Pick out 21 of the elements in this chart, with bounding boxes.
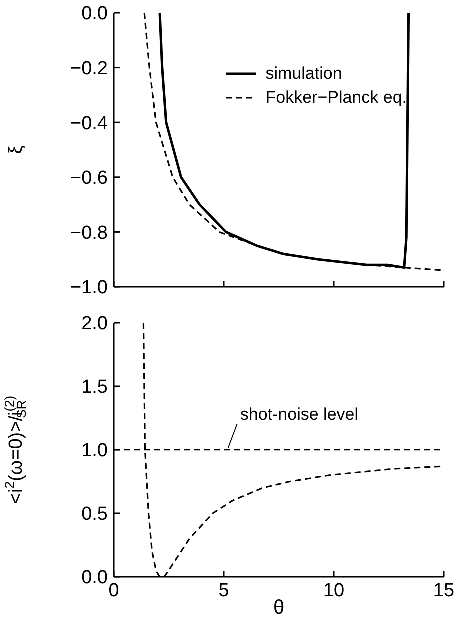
y-tick-label: 1.0 xyxy=(82,440,108,462)
y-tick-label: −0.2 xyxy=(70,58,108,80)
legend-label: Fokker−Planck eq. xyxy=(266,87,407,109)
y-tick-label: 0.5 xyxy=(82,504,108,526)
y-tick-label: 2.0 xyxy=(82,314,108,335)
y-tick-label: 0.0 xyxy=(82,568,108,589)
y-tick-label: −1.0 xyxy=(70,278,108,299)
annotation: shot-noise level xyxy=(240,405,359,424)
legend-label: simulation xyxy=(266,63,342,85)
x-tick-label: 5 xyxy=(218,580,230,602)
y-tick-label: 0.0 xyxy=(82,4,108,25)
x-tick-label: 10 xyxy=(323,580,345,602)
x-tick-label: 0 xyxy=(108,580,120,602)
x-tick-label: 15 xyxy=(433,580,455,602)
y-tick-label: 1.5 xyxy=(82,377,108,398)
y-axis-title: ξ xyxy=(6,145,27,154)
y-tick-label: −0.4 xyxy=(70,113,108,134)
line-series xyxy=(144,13,444,272)
y-tick-label: −0.8 xyxy=(70,222,108,244)
x-axis-title: θ xyxy=(273,597,285,619)
y-tick-label: −0.6 xyxy=(70,168,108,190)
